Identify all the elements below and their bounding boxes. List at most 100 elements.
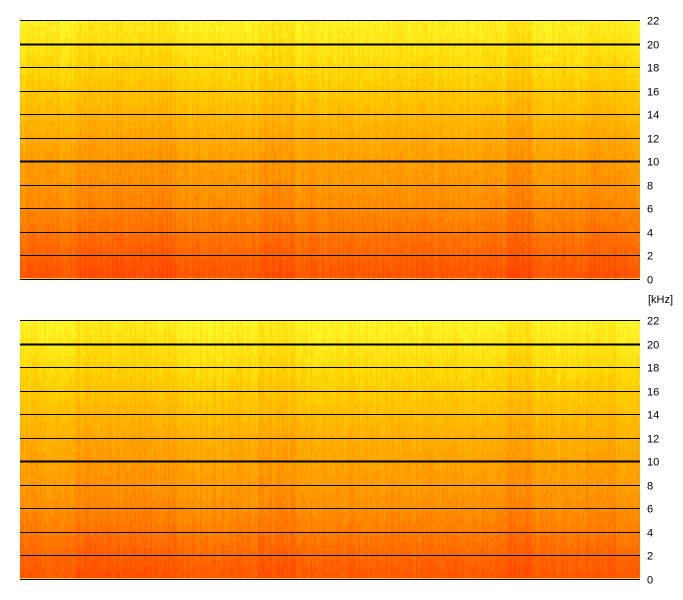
heatmap-cell — [78, 188, 80, 194]
heatmap-cell — [24, 236, 26, 242]
heatmap-cell — [52, 164, 54, 170]
heatmap-cell — [24, 74, 26, 80]
heatmap-cell — [70, 26, 72, 32]
heatmap-cell — [30, 92, 32, 98]
heatmap-cell — [92, 68, 94, 74]
heatmap-cell — [54, 248, 56, 254]
heatmap-cell — [74, 224, 76, 230]
heatmap-cell — [82, 134, 84, 140]
heatmap-cell — [52, 74, 54, 80]
heatmap-cell — [48, 146, 50, 152]
heatmap-cell — [94, 50, 96, 56]
heatmap-cell — [40, 104, 42, 110]
heatmap-cell — [80, 254, 82, 260]
heatmap-cell — [28, 128, 30, 134]
heatmap-cell — [42, 140, 44, 146]
heatmap-cell — [36, 212, 38, 218]
heatmap-cell — [92, 122, 94, 128]
heatmap-cell — [88, 92, 90, 98]
heatmap-cell — [94, 110, 96, 116]
heatmap-cell — [20, 134, 22, 140]
heatmap-cell — [42, 278, 44, 279]
heatmap-cell — [54, 242, 56, 248]
heatmap-cell — [82, 212, 84, 218]
heatmap-cell — [72, 134, 74, 140]
heatmap-cell — [96, 128, 98, 134]
heatmap-cell — [32, 194, 34, 200]
heatmap-cell — [24, 50, 26, 56]
heatmap-cell — [68, 164, 70, 170]
heatmap-cell — [96, 218, 98, 224]
heatmap-cell — [30, 236, 32, 242]
heatmap-cell — [40, 56, 42, 62]
heatmap-cell — [22, 242, 24, 248]
heatmap-cell — [42, 272, 44, 278]
heatmap-cell — [70, 128, 72, 134]
heatmap-cell — [70, 74, 72, 80]
heatmap-cell — [32, 278, 34, 279]
heatmap-cell — [42, 146, 44, 152]
heatmap-cell — [92, 266, 94, 272]
heatmap-cell — [36, 122, 38, 128]
heatmap-cell — [36, 134, 38, 140]
heatmap-cell — [88, 146, 90, 152]
heatmap-cell — [68, 176, 70, 182]
heatmap-cell — [96, 200, 98, 206]
heatmap-cell — [84, 164, 86, 170]
heatmap-cell — [44, 224, 46, 230]
heatmap-cell — [86, 50, 88, 56]
heatmap-cell — [24, 242, 26, 248]
heatmap-cell — [28, 26, 30, 32]
heatmap-cell — [50, 188, 52, 194]
heatmap-cell — [96, 224, 98, 230]
heatmap-cell — [76, 254, 78, 260]
heatmap-cell — [48, 68, 50, 74]
heatmap-cell — [74, 68, 76, 74]
heatmap-cell — [86, 176, 88, 182]
heatmap-cell — [24, 188, 26, 194]
heatmap-cell — [86, 116, 88, 122]
heatmap-cell — [92, 56, 94, 62]
heatmap-cell — [78, 68, 80, 74]
heatmap-cell — [76, 278, 78, 279]
heatmap-cell — [76, 110, 78, 116]
heatmap-cell — [80, 98, 82, 104]
heatmap-cell — [74, 74, 76, 80]
heatmap-cell — [20, 92, 22, 98]
heatmap-cell — [84, 32, 86, 38]
heatmap-cell — [34, 146, 36, 152]
heatmap-cell — [86, 146, 88, 152]
heatmap-cell — [66, 218, 68, 224]
heatmap-cell — [42, 38, 44, 44]
heatmap-cell — [34, 188, 36, 194]
heatmap-cell — [56, 188, 58, 194]
heatmap-cell — [48, 56, 50, 62]
heatmap-cell — [88, 110, 90, 116]
heatmap-cell — [38, 236, 40, 242]
heatmap-cell — [34, 80, 36, 86]
heatmap-cell — [32, 98, 34, 104]
heatmap-cell — [54, 122, 56, 128]
heatmap-cell — [82, 218, 84, 224]
heatmap-cell — [68, 122, 70, 128]
heatmap-cell — [22, 32, 24, 38]
heatmap-cell — [90, 194, 92, 200]
heatmap-cell — [54, 32, 56, 38]
heatmap-cell — [56, 122, 58, 128]
heatmap-cell — [40, 248, 42, 254]
heatmap-cell — [72, 212, 74, 218]
heatmap-cell — [60, 236, 62, 242]
heatmap-cell — [24, 92, 26, 98]
heatmap-cell — [86, 32, 88, 38]
heatmap-cell — [26, 98, 28, 104]
heatmap-cell — [58, 146, 60, 152]
heatmap-cell — [34, 50, 36, 56]
heatmap-cell — [76, 80, 78, 86]
heatmap-cell — [72, 140, 74, 146]
heatmap-cell — [70, 32, 72, 38]
heatmap-cell — [40, 146, 42, 152]
heatmap-cell — [26, 212, 28, 218]
heatmap-cell — [28, 194, 30, 200]
heatmap-cell — [32, 242, 34, 248]
heatmap-cell — [28, 278, 30, 279]
